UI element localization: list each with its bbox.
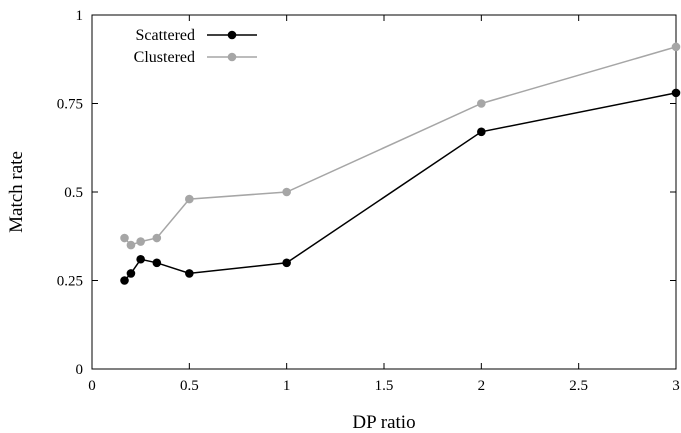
data-point-scattered bbox=[282, 258, 291, 268]
legend-label-clustered: Clustered bbox=[134, 49, 195, 66]
x-axis-label: DP ratio bbox=[352, 412, 415, 433]
data-point-clustered bbox=[126, 240, 136, 250]
data-point-scattered bbox=[120, 276, 129, 285]
plot-frame bbox=[91, 14, 677, 370]
data-point-clustered bbox=[120, 233, 129, 243]
y-tick-label: 0.25 bbox=[57, 274, 83, 290]
x-tick-label: 1.5 bbox=[375, 378, 394, 394]
data-point-scattered bbox=[152, 258, 162, 268]
legend-marker-clustered bbox=[227, 52, 237, 62]
data-point-scattered bbox=[136, 254, 145, 264]
data-point-scattered bbox=[185, 269, 194, 278]
y-tick-label: 0.5 bbox=[64, 185, 83, 201]
x-tick-label: 3 bbox=[672, 378, 680, 394]
x-tick-label: 2.5 bbox=[569, 378, 588, 394]
x-tick-label: 1 bbox=[283, 378, 291, 394]
legend: Scattered Clustered bbox=[134, 27, 257, 66]
ticks: 0 0.5 1 1.5 2 2.5 3 0 0.25 0.5 0.75 1 bbox=[57, 8, 680, 394]
data-point-clustered bbox=[152, 233, 162, 243]
data-point-clustered bbox=[136, 237, 145, 246]
y-tick-label: 0 bbox=[76, 362, 84, 378]
y-tick-label: 1 bbox=[76, 8, 84, 24]
data-point-clustered bbox=[477, 99, 486, 108]
x-tick-label: 2 bbox=[478, 378, 486, 394]
data-point-scattered bbox=[126, 269, 136, 278]
data-point-scattered bbox=[477, 127, 486, 137]
x-tick-label: 0 bbox=[88, 378, 96, 394]
data-point-clustered bbox=[185, 194, 194, 204]
legend-label-scattered: Scattered bbox=[135, 27, 195, 44]
series-group bbox=[120, 42, 681, 285]
y-axis-label: Match rate bbox=[6, 151, 27, 233]
data-point-clustered bbox=[282, 187, 291, 197]
series-line-clustered bbox=[123, 46, 677, 246]
data-point-clustered bbox=[671, 42, 681, 52]
y-tick-label: 0.75 bbox=[57, 97, 83, 113]
data-point-scattered bbox=[671, 88, 681, 98]
series-line-scattered bbox=[123, 92, 677, 282]
legend-marker-scattered bbox=[227, 30, 237, 40]
x-tick-label: 0.5 bbox=[180, 378, 199, 394]
axes bbox=[91, 14, 677, 370]
